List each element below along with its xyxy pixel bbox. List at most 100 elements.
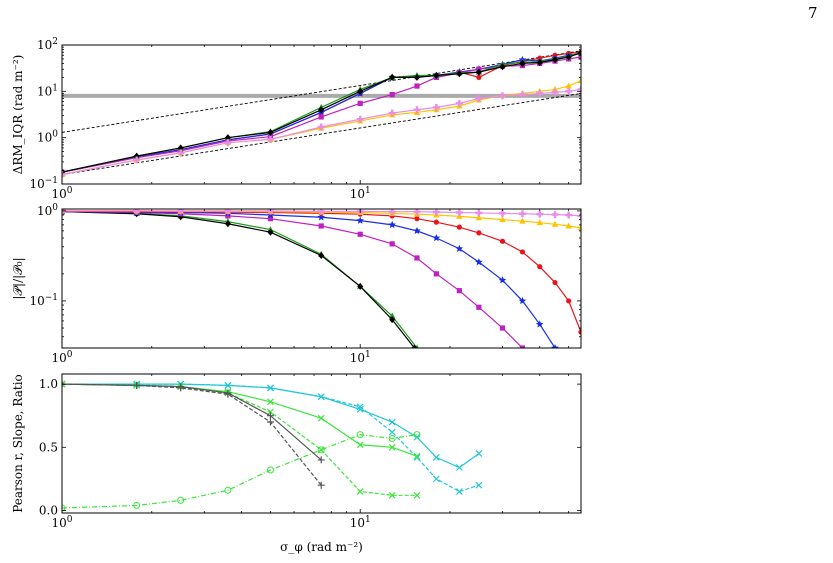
- data-point: [455, 244, 464, 252]
- data-point: [432, 209, 440, 216]
- data-point: [317, 414, 325, 422]
- data-point: [357, 231, 363, 237]
- data-point: [388, 428, 396, 436]
- data-point: [577, 212, 581, 220]
- data-point: [537, 264, 543, 270]
- data-point: [266, 412, 274, 420]
- x-ticks: 100 101: [51, 374, 570, 530]
- y-tick-label: 102: [37, 37, 58, 52]
- data-point: [388, 443, 396, 451]
- data-point: [499, 63, 506, 71]
- data-point: [475, 68, 482, 76]
- data-point: [536, 89, 544, 97]
- data-point: [552, 279, 558, 286]
- data-point: [565, 87, 573, 95]
- data-point: [475, 209, 483, 217]
- series-line: [62, 383, 418, 457]
- axes-frame: [61, 373, 582, 514]
- data-point: [578, 54, 581, 60]
- data-point: [133, 501, 141, 509]
- data-point: [475, 481, 483, 489]
- data-point: [224, 390, 232, 398]
- data-point: [177, 496, 185, 504]
- data-point: [456, 224, 462, 230]
- data-point: [475, 258, 483, 266]
- data-point: [578, 49, 581, 57]
- x-tick-label: 100: [51, 515, 72, 530]
- y-tick-label: 100: [37, 203, 58, 218]
- series-line: [62, 383, 322, 486]
- data-point: [62, 171, 66, 179]
- data-point: [551, 220, 559, 227]
- data-point: [133, 381, 141, 389]
- data-point: [357, 282, 364, 290]
- data-point: [475, 450, 483, 458]
- data-point: [388, 491, 396, 499]
- data-point: [318, 223, 324, 229]
- data-point: [577, 224, 581, 231]
- data-point: [455, 488, 463, 495]
- data-point: [455, 464, 463, 471]
- data-point: [414, 255, 420, 261]
- y-tick-label: 0.0: [39, 503, 58, 517]
- data-point: [177, 144, 184, 152]
- data-point: [413, 106, 421, 114]
- axes-frame: [61, 208, 582, 349]
- series-3: [62, 209, 526, 348]
- data-point: [356, 403, 364, 411]
- data-point: [62, 504, 66, 512]
- data-point: [267, 408, 274, 416]
- data-point: [388, 418, 396, 426]
- data-point: [499, 216, 506, 223]
- x-tick-label: 100: [51, 350, 72, 365]
- data-point: [433, 271, 439, 277]
- data-point: [518, 296, 527, 305]
- x-tick-label: 101: [350, 186, 371, 201]
- data-point: [476, 230, 482, 236]
- data-point: [388, 312, 396, 319]
- data-point: [475, 95, 483, 103]
- data-point: [498, 92, 506, 100]
- data-point: [432, 475, 440, 483]
- data-point: [266, 418, 274, 426]
- series-line: [62, 211, 523, 348]
- data-point: [267, 384, 274, 392]
- reference-line-1: [62, 50, 581, 133]
- data-point: [356, 431, 364, 439]
- data-point: [476, 304, 482, 310]
- data-point: [177, 384, 185, 392]
- data-point: [318, 106, 325, 114]
- data-point: [475, 214, 483, 221]
- data-point: [388, 109, 396, 117]
- x-ticks: 100 101: [51, 209, 570, 365]
- data-point: [413, 226, 421, 235]
- data-point: [565, 82, 572, 89]
- data-point: [536, 219, 543, 226]
- data-point: [413, 209, 421, 216]
- data-point: [389, 92, 395, 98]
- data-point: [578, 329, 581, 335]
- data-point: [62, 380, 66, 388]
- x-tick-label: 101: [350, 350, 371, 365]
- data-point: [535, 320, 544, 328]
- data-point: [177, 209, 185, 215]
- data-point: [318, 251, 325, 259]
- data-point: [536, 210, 544, 218]
- y-tick-label: 10−1: [29, 176, 58, 191]
- y-ticks: 0.0 0.5 1.0: [39, 377, 581, 517]
- data-point: [413, 73, 420, 81]
- reference-line-2: [62, 93, 581, 175]
- data-point: [519, 345, 526, 348]
- data-point: [498, 209, 506, 217]
- chart-panel-2: 100 101 10−1 100 |𝒫|/|𝒫₀|: [11, 203, 582, 365]
- data-point: [267, 228, 274, 236]
- data-point: [389, 241, 395, 247]
- data-point: [133, 209, 141, 215]
- data-point: [356, 405, 364, 413]
- data-point: [455, 209, 463, 217]
- data-point: [317, 393, 325, 401]
- data-point: [266, 466, 274, 474]
- page-number: 7: [808, 4, 818, 22]
- series-3: [62, 380, 421, 460]
